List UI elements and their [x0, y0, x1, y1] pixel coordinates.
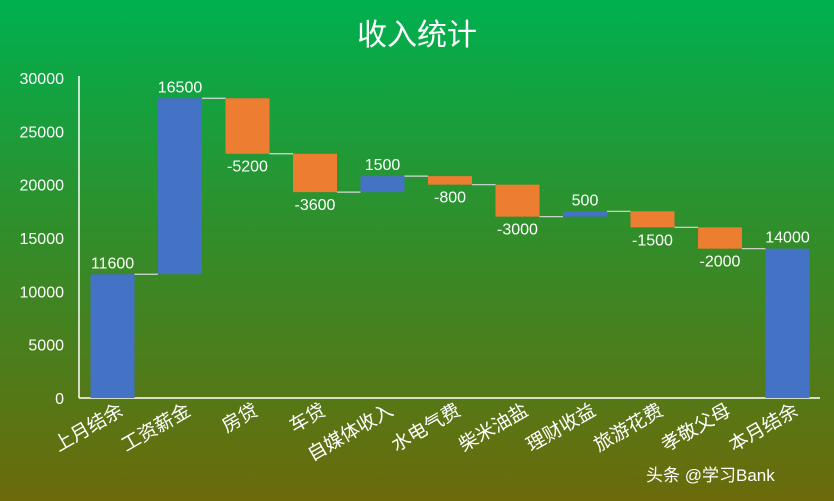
bar-0: [90, 274, 135, 398]
data-label: -3000: [497, 222, 538, 239]
x-tick-label: 理财收益: [523, 399, 600, 456]
x-tick-label: 柴米油盐: [455, 399, 532, 456]
bar-4: [360, 176, 405, 193]
data-label: -2000: [700, 254, 741, 271]
data-label: 14000: [765, 230, 810, 247]
axes: 0 5000 10000 15000 20000 25000 30000: [20, 71, 820, 408]
data-label: -1500: [632, 232, 673, 249]
bar-9: [698, 227, 742, 249]
bar-8: [630, 211, 675, 228]
x-tick-label: 孝敬父母: [658, 399, 735, 456]
x-tick-label: 车贷: [286, 399, 330, 437]
y-tick-label: 5000: [28, 338, 64, 355]
y-tick-label: 25000: [20, 124, 65, 141]
data-label: 16500: [158, 79, 203, 96]
bars: [90, 98, 810, 398]
y-tick-label: 20000: [20, 178, 65, 195]
x-tick-label: 旅游花费: [590, 399, 667, 456]
y-tick-label: 10000: [20, 284, 65, 301]
x-tick-label: 工资薪金: [118, 399, 195, 456]
bar-1: [158, 98, 202, 275]
bar-3: [293, 153, 337, 193]
y-tick-label: 0: [55, 391, 64, 408]
chart-title: 收入统计: [357, 19, 477, 52]
y-tick-label: 15000: [20, 231, 65, 248]
data-label: 11600: [91, 255, 134, 272]
bar-5: [428, 176, 472, 185]
watermark: 头条 @学习Bank: [646, 466, 775, 485]
bar-2: [225, 98, 270, 154]
bar-6: [495, 184, 540, 217]
x-tick-label: 本月结余: [725, 399, 802, 456]
connectors: [134, 97, 766, 275]
data-labels: 11600 16500 -5200 -3600 1500 -800 -3000 500 -150…: [91, 79, 810, 272]
data-label: -3600: [295, 197, 336, 214]
bar-7: [563, 211, 607, 217]
data-label: 1500: [365, 157, 401, 174]
x-tick-label: 房贷: [218, 399, 262, 437]
bar-10: [765, 248, 810, 398]
y-tick-label: 30000: [20, 71, 65, 88]
x-tick-label: 水电气费: [388, 399, 465, 456]
data-label: -800: [434, 190, 466, 207]
data-label: -5200: [227, 159, 268, 176]
data-label: 500: [572, 192, 599, 209]
